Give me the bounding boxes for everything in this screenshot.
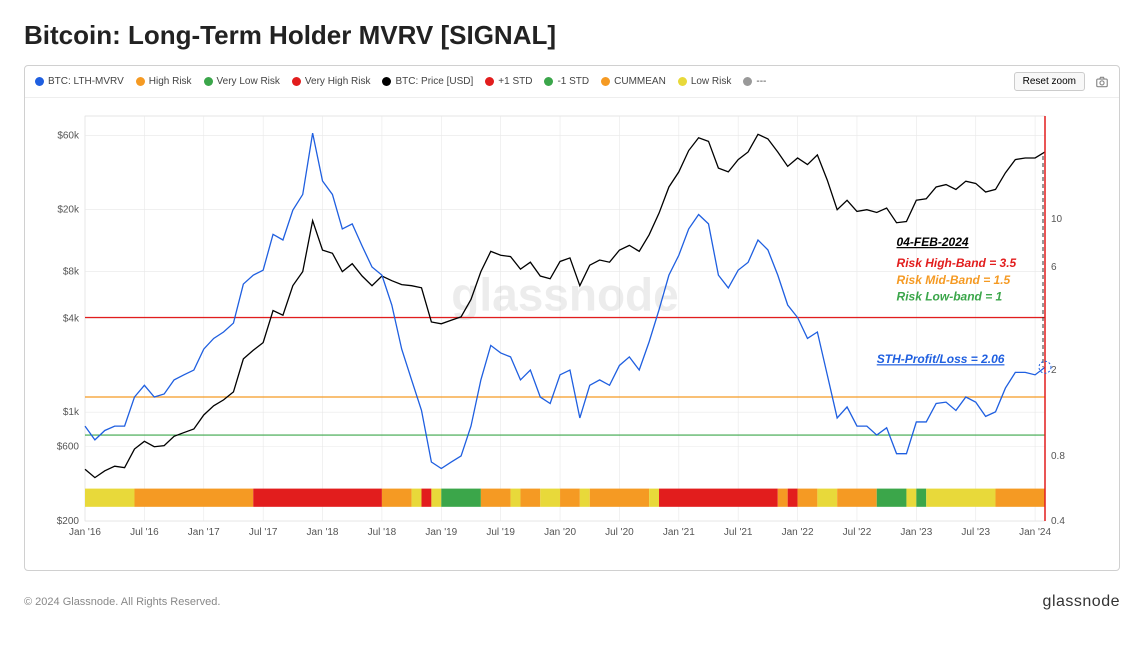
svg-text:10: 10 <box>1051 214 1063 225</box>
svg-text:Jan '19: Jan '19 <box>425 527 457 538</box>
legend-swatch <box>678 77 687 86</box>
legend-label: High Risk <box>149 76 192 87</box>
legend-label: Very High Risk <box>305 76 371 87</box>
legend-swatch <box>485 77 494 86</box>
chart-title: Bitcoin: Long-Term Holder MVRV [SIGNAL] <box>24 20 1120 51</box>
svg-text:$600: $600 <box>57 442 80 453</box>
legend-label: Very Low Risk <box>217 76 280 87</box>
svg-text:Jul '17: Jul '17 <box>249 527 278 538</box>
svg-text:Risk Low-band = 1: Risk Low-band = 1 <box>897 289 1003 303</box>
legend-item[interactable]: BTC: LTH-MVRV <box>35 76 124 87</box>
svg-text:0.4: 0.4 <box>1051 516 1065 527</box>
legend-item[interactable]: High Risk <box>136 76 192 87</box>
legend-item[interactable]: Very High Risk <box>292 76 371 87</box>
svg-text:Jan '24: Jan '24 <box>1019 527 1051 538</box>
legend-items: BTC: LTH-MVRV High Risk Very Low Risk Very … <box>35 76 766 87</box>
svg-text:$200: $200 <box>57 516 80 527</box>
legend-label: Low Risk <box>691 76 732 87</box>
svg-text:$60k: $60k <box>57 130 80 141</box>
svg-text:Jul '18: Jul '18 <box>368 527 397 538</box>
svg-text:Jan '17: Jan '17 <box>188 527 220 538</box>
svg-text:STH-Profit/Loss = 2.06: STH-Profit/Loss = 2.06 <box>877 352 1005 366</box>
svg-text:2: 2 <box>1051 365 1057 376</box>
svg-text:$20k: $20k <box>57 205 80 216</box>
legend-swatch <box>382 77 391 86</box>
legend-item[interactable]: CUMMEAN <box>601 76 666 87</box>
svg-text:Jan '22: Jan '22 <box>782 527 814 538</box>
svg-text:Jul '19: Jul '19 <box>486 527 515 538</box>
svg-text:glassnode: glassnode <box>451 268 679 320</box>
svg-text:$4k: $4k <box>63 314 80 325</box>
svg-text:Jul '21: Jul '21 <box>724 527 753 538</box>
legend-swatch <box>292 77 301 86</box>
camera-icon[interactable] <box>1095 75 1109 89</box>
legend-label: BTC: LTH-MVRV <box>48 76 124 87</box>
svg-text:0.8: 0.8 <box>1051 451 1065 462</box>
svg-text:$1k: $1k <box>63 407 80 418</box>
chart-container: BTC: LTH-MVRV High Risk Very Low Risk Very … <box>24 65 1120 571</box>
legend-label: --- <box>756 76 766 87</box>
legend-label: +1 STD <box>498 76 532 87</box>
svg-text:Jul '20: Jul '20 <box>605 527 634 538</box>
legend-swatch <box>35 77 44 86</box>
svg-text:Jan '23: Jan '23 <box>900 527 932 538</box>
legend-item[interactable]: Very Low Risk <box>204 76 280 87</box>
svg-text:Jul '22: Jul '22 <box>843 527 872 538</box>
reset-zoom-button[interactable]: Reset zoom <box>1014 72 1085 91</box>
chart-plot: Jan '16 Jul '16 Jan '17 Jul '17 Jan '18 Jul '… <box>35 106 1095 566</box>
legend-item[interactable]: +1 STD <box>485 76 532 87</box>
svg-text:Jan '16: Jan '16 <box>69 527 101 538</box>
legend-swatch <box>544 77 553 86</box>
legend-item[interactable]: BTC: Price [USD] <box>382 76 473 87</box>
legend-item[interactable]: Low Risk <box>678 76 732 87</box>
svg-text:Risk High-Band = 3.5: Risk High-Band = 3.5 <box>897 256 1017 270</box>
svg-text:Jul '23: Jul '23 <box>961 527 990 538</box>
legend-label: CUMMEAN <box>614 76 666 87</box>
legend-label: BTC: Price [USD] <box>395 76 473 87</box>
legend-swatch <box>601 77 610 86</box>
legend-swatch <box>136 77 145 86</box>
svg-text:04-FEB-2024: 04-FEB-2024 <box>897 235 969 249</box>
brand-logo: glassnode <box>1043 593 1120 611</box>
svg-text:Jan '21: Jan '21 <box>663 527 695 538</box>
svg-text:$8k: $8k <box>63 267 80 278</box>
legend-label: -1 STD <box>557 76 589 87</box>
legend-item[interactable]: --- <box>743 76 766 87</box>
svg-text:Jan '20: Jan '20 <box>544 527 576 538</box>
svg-text:Jul '16: Jul '16 <box>130 527 159 538</box>
svg-text:Jan '18: Jan '18 <box>307 527 339 538</box>
copyright-text: © 2024 Glassnode. All Rights Reserved. <box>24 596 220 608</box>
legend-item[interactable]: -1 STD <box>544 76 589 87</box>
svg-text:Risk Mid-Band = 1.5: Risk Mid-Band = 1.5 <box>897 273 1011 287</box>
legend-swatch <box>204 77 213 86</box>
legend-bar: BTC: LTH-MVRV High Risk Very Low Risk Very … <box>25 66 1119 98</box>
footer: © 2024 Glassnode. All Rights Reserved. g… <box>0 581 1144 627</box>
legend-swatch <box>743 77 752 86</box>
svg-text:6: 6 <box>1051 262 1057 273</box>
